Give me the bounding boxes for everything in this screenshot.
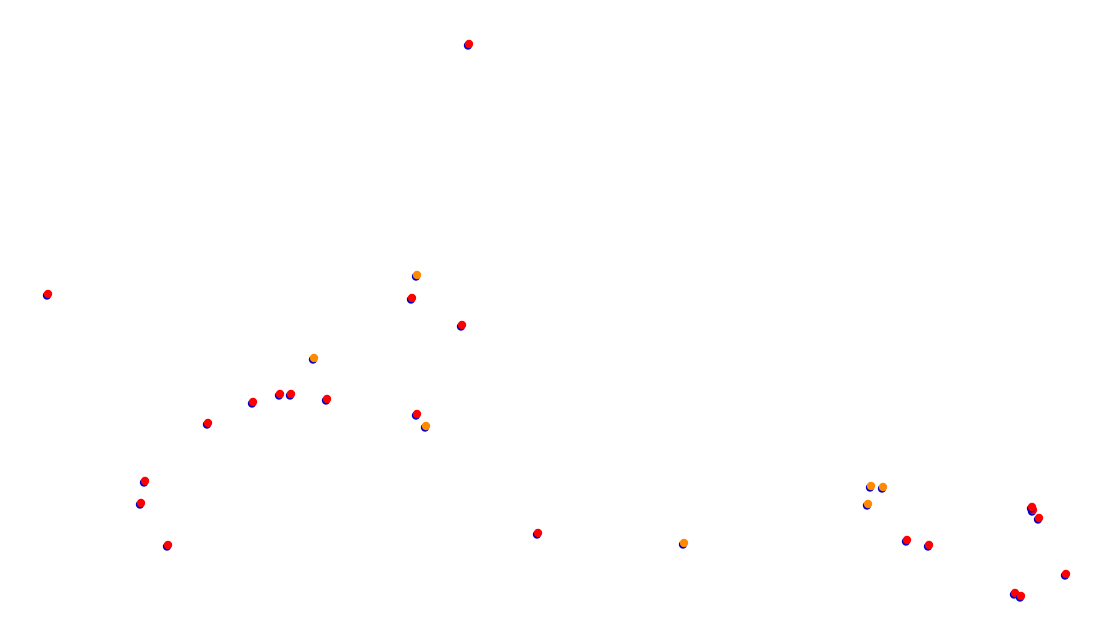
marker-dot [1061, 569, 1071, 579]
map-marker[interactable] [1015, 591, 1026, 602]
map-marker[interactable] [411, 409, 422, 420]
marker-dot [248, 397, 258, 407]
marker-dot [464, 39, 474, 49]
marker-dot [163, 540, 173, 550]
marker-dot [286, 389, 296, 399]
map-marker[interactable] [923, 540, 934, 551]
map-marker[interactable] [285, 389, 296, 400]
map-marker[interactable] [135, 498, 146, 509]
marker-dot [322, 394, 332, 404]
marker-dot [1034, 513, 1044, 523]
map-marker[interactable] [202, 418, 213, 429]
marker-dot [924, 540, 934, 550]
map-marker[interactable] [1033, 513, 1044, 524]
marker-dot [878, 482, 888, 492]
map-marker[interactable] [247, 397, 258, 408]
map-marker[interactable] [406, 293, 417, 304]
marker-dot [407, 293, 417, 303]
marker-dot [309, 353, 319, 363]
marker-dot [902, 535, 912, 545]
map-marker[interactable] [139, 476, 150, 487]
map-marker[interactable] [308, 353, 319, 364]
marker-dot [412, 409, 422, 419]
map-marker[interactable] [274, 389, 285, 400]
map-marker[interactable] [678, 538, 689, 549]
marker-dot [1027, 502, 1037, 512]
marker-dot [412, 270, 422, 280]
map-marker[interactable] [1026, 502, 1037, 513]
marker-dot [533, 528, 543, 538]
map-marker[interactable] [456, 320, 467, 331]
marker-dot [679, 538, 689, 548]
map-marker[interactable] [321, 394, 332, 405]
marker-dot [136, 498, 146, 508]
map-marker[interactable] [1060, 569, 1071, 580]
map-marker[interactable] [862, 499, 873, 510]
marker-dot [421, 421, 431, 431]
map-marker[interactable] [411, 270, 422, 281]
marker-layer [42, 39, 1071, 602]
marker-dot [866, 481, 876, 491]
map-marker[interactable] [463, 39, 474, 50]
map-marker[interactable] [865, 481, 876, 492]
map-marker[interactable] [42, 289, 53, 300]
map-marker[interactable] [901, 535, 912, 546]
marker-dot [43, 289, 53, 299]
marker-dot [1016, 591, 1026, 601]
map-marker[interactable] [420, 421, 431, 432]
marker-dot [275, 389, 285, 399]
map-marker[interactable] [532, 528, 543, 539]
marker-dot [457, 320, 467, 330]
marker-dot [203, 418, 213, 428]
map-marker[interactable] [877, 482, 888, 493]
marker-dot [863, 499, 873, 509]
marker-dot [140, 476, 150, 486]
map-marker[interactable] [162, 540, 173, 551]
